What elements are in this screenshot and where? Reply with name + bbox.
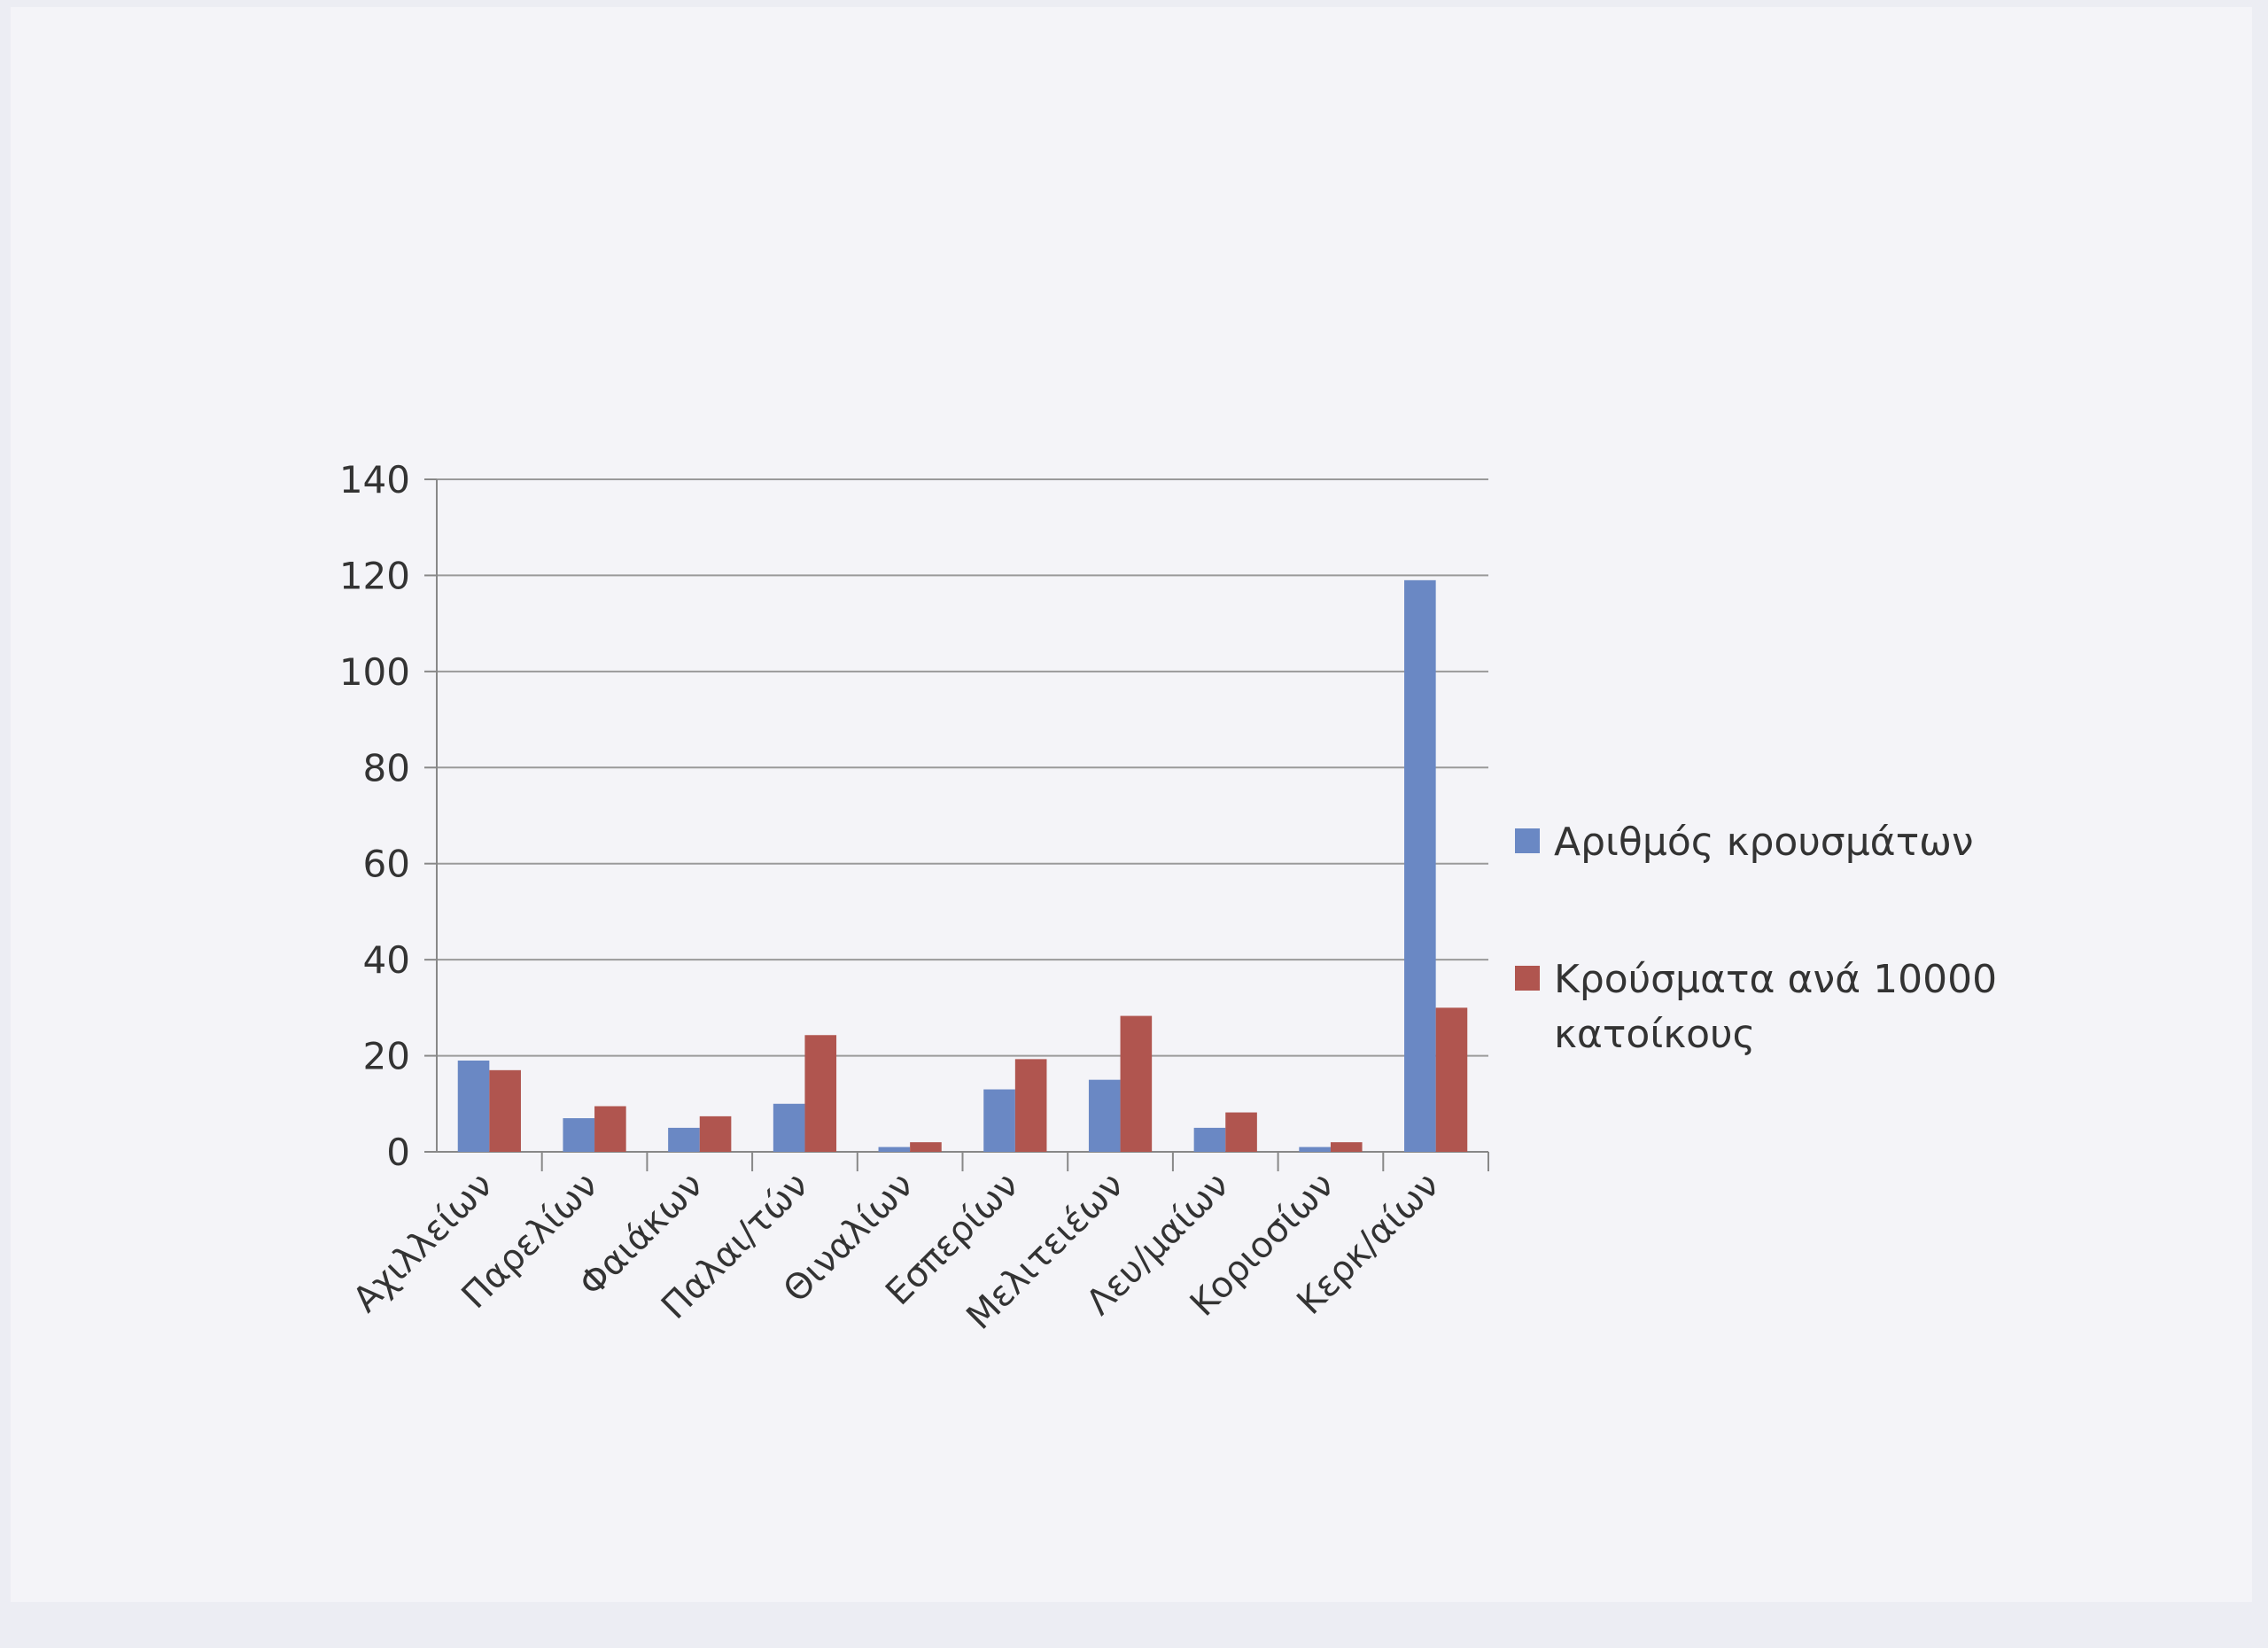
legend-swatch (1515, 966, 1540, 991)
legend-label: Αριθμός κρουσμάτων (1554, 820, 1974, 865)
y-tick-label: 120 (339, 554, 410, 597)
bar-cases (457, 1060, 490, 1152)
bar-cases-per-10000 (594, 1106, 626, 1152)
bar-cases-per-10000 (489, 1069, 521, 1152)
bar-cases-per-10000 (1330, 1142, 1363, 1152)
bar-cases-per-10000 (1225, 1112, 1257, 1152)
bar-cases (1404, 579, 1436, 1152)
bar-cases (878, 1147, 911, 1152)
bar-cases (1088, 1079, 1121, 1152)
bar-cases-per-10000 (910, 1142, 942, 1152)
y-tick-label: 80 (363, 746, 410, 789)
bar-cases (773, 1103, 805, 1152)
bar-cases-per-10000 (699, 1116, 732, 1152)
bar-cases (1193, 1127, 1226, 1152)
bar-cases (983, 1089, 1015, 1152)
bar-cases-per-10000 (1014, 1059, 1047, 1152)
legend-swatch (1515, 828, 1540, 853)
paper-background (11, 7, 2252, 1602)
y-tick-label: 0 (386, 1131, 410, 1174)
bar-cases (563, 1118, 595, 1152)
bar-cases (1299, 1147, 1331, 1152)
bar-cases-per-10000 (1435, 1007, 1468, 1152)
y-tick-label: 140 (339, 458, 410, 501)
y-tick-label: 20 (363, 1035, 410, 1078)
y-tick-label: 100 (339, 650, 410, 694)
bar-cases (668, 1127, 700, 1152)
legend-label: Κρούσματα ανά 10000 (1554, 957, 1997, 1002)
bar-cases-per-10000 (1120, 1015, 1153, 1152)
y-tick-label: 40 (363, 938, 410, 982)
bar-cases-per-10000 (804, 1035, 837, 1152)
y-tick-label: 60 (363, 843, 410, 886)
legend-label: κατοίκους (1554, 1012, 1755, 1057)
